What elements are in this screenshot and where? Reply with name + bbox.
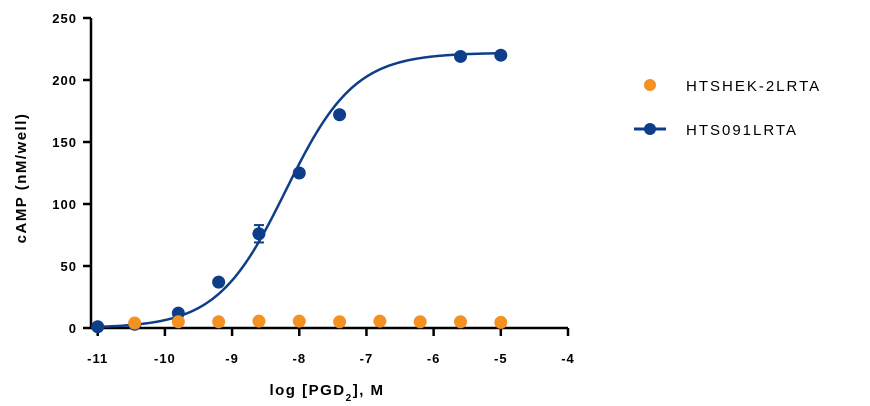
x-axis-title-tail: ], M <box>353 382 385 399</box>
data-point-htshek-2lrta <box>212 315 226 329</box>
data-point-hts091lrta <box>333 108 347 122</box>
data-point-hts091lrta <box>454 49 468 63</box>
axes: 0 50 100 150 200 250 -11 -10 -9 -8 -7 -6 -5 -4 <box>52 11 575 366</box>
x-tick-label: -10 <box>154 351 176 366</box>
fit-curve-hts091lrta <box>97 51 501 329</box>
data-point-htshek-2lrta <box>128 316 142 330</box>
data-point-htshek-2lrta <box>494 315 508 329</box>
data-point-htshek-2lrta <box>252 314 266 328</box>
y-tick-label: 100 <box>52 197 77 212</box>
data-point-htshek-2lrta <box>171 315 185 329</box>
x-axis-title: log [PGD2], M <box>269 382 384 404</box>
legend-label-hts091lrta: HTS091LRTA <box>686 122 798 139</box>
plot-area <box>91 48 508 334</box>
x-ticks: -11 -10 -9 -8 -7 -6 -5 -4 <box>87 328 575 366</box>
legend-marker-htshek-2lrta <box>644 79 656 91</box>
legend-marker-hts091lrta <box>644 123 656 135</box>
x-tick-label: -5 <box>494 351 508 366</box>
x-axis-title-main: log [PGD <box>269 382 345 399</box>
legend-item-hts091lrta: HTS091LRTA <box>634 122 798 139</box>
legend-item-htshek-2lrta: HTSHEK-2LRTA <box>644 78 821 95</box>
data-point-hts091lrta <box>292 166 306 180</box>
data-point-htshek-2lrta <box>413 315 427 329</box>
y-ticks: 0 50 100 150 200 250 <box>52 11 91 336</box>
x-tick-label: -6 <box>427 351 441 366</box>
data-point-htshek-2lrta <box>333 315 347 329</box>
data-point-htshek-2lrta <box>454 315 468 329</box>
x-axis-title-subscript: 2 <box>346 393 353 404</box>
data-point-hts091lrta <box>91 320 105 334</box>
x-tick-label: -9 <box>225 351 239 366</box>
data-point-htshek-2lrta <box>373 314 387 328</box>
data-point-hts091lrta <box>494 48 508 62</box>
y-tick-label: 0 <box>69 321 77 336</box>
legend: HTSHEK-2LRTA HTS091LRTA <box>634 78 821 139</box>
y-tick-label: 200 <box>52 73 77 88</box>
x-tick-label: -11 <box>87 351 108 366</box>
y-axis-title: cAMP (nM/well) <box>13 113 30 244</box>
data-point-hts091lrta <box>212 275 226 289</box>
x-tick-label: -8 <box>292 351 306 366</box>
x-tick-label: -7 <box>360 351 374 366</box>
legend-label-htshek-2lrta: HTSHEK-2LRTA <box>686 78 821 95</box>
y-tick-label: 50 <box>61 259 77 274</box>
y-tick-label: 150 <box>52 135 77 150</box>
y-tick-label: 250 <box>52 11 77 26</box>
data-point-htshek-2lrta <box>292 314 306 328</box>
data-point-hts091lrta <box>252 227 266 241</box>
x-tick-label: -4 <box>561 351 575 366</box>
